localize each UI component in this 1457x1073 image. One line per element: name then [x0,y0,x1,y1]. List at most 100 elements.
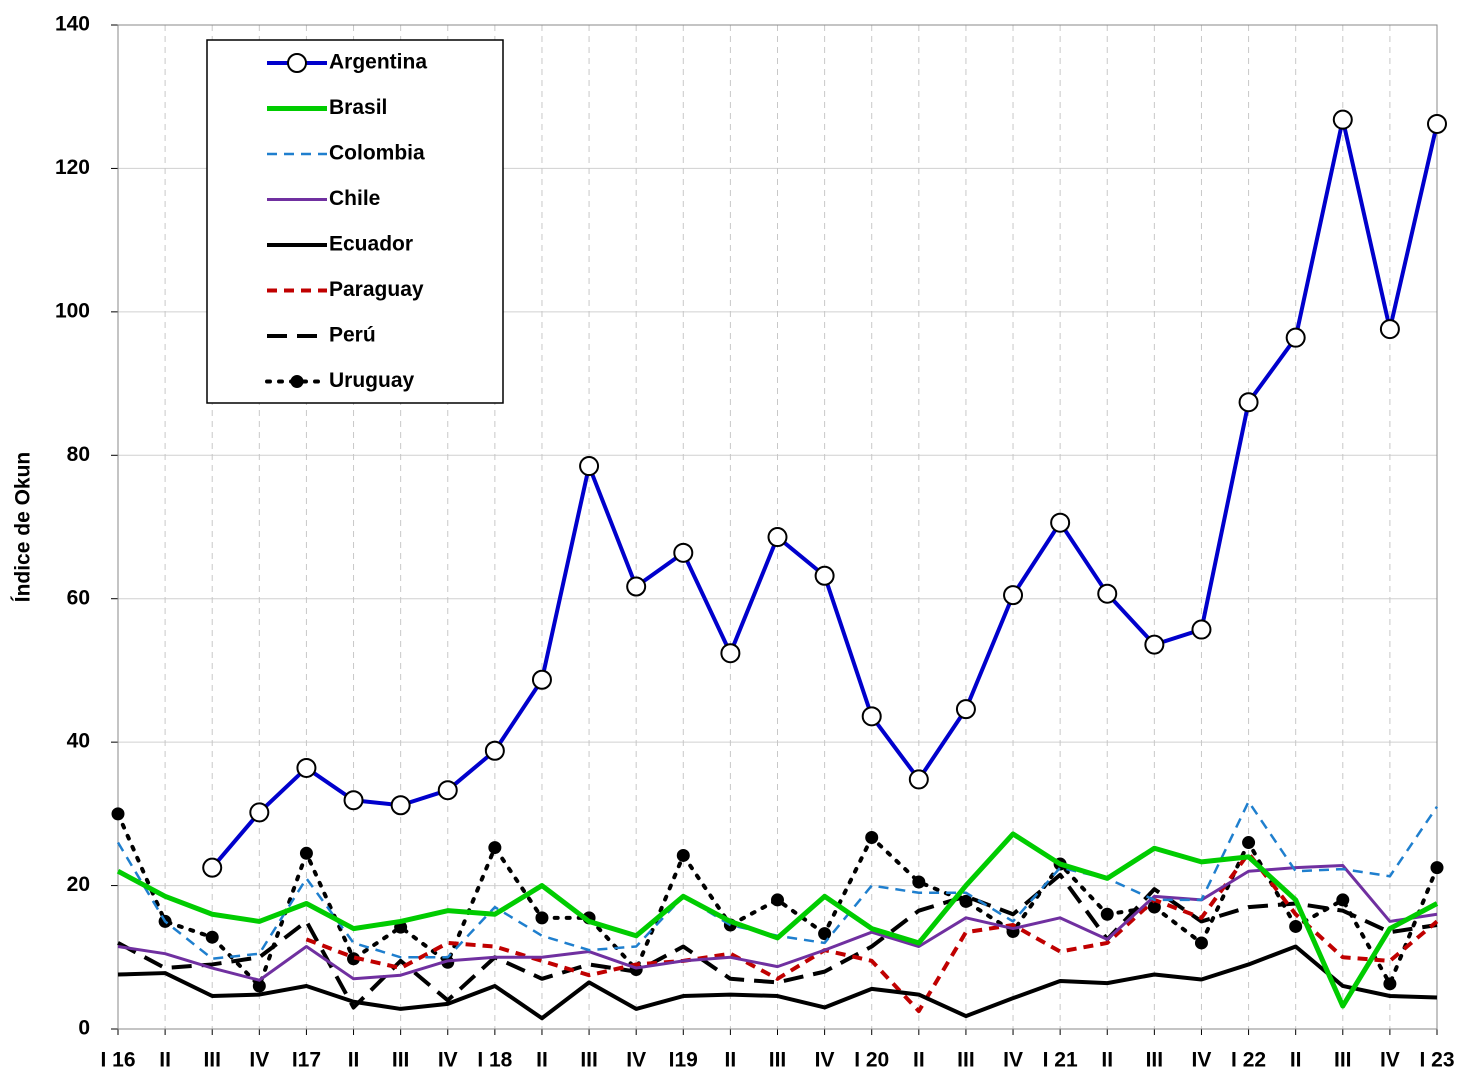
x-tick-label: III [580,1049,598,1072]
x-tick-label: IV [438,1049,458,1072]
x-tick-label: I 22 [1231,1049,1266,1072]
data-point [1100,907,1114,921]
data-point [818,927,832,941]
legend-marker [290,375,304,388]
series-line [116,831,1439,1009]
data-point [814,565,835,586]
data-point [861,706,882,727]
legend-label: Colombia [329,142,425,165]
x-tick-label: II [159,1049,171,1072]
data-point [676,848,690,862]
data-point [720,643,741,664]
data-point [673,542,694,563]
x-tick-label: II [1290,1049,1302,1072]
data-point [1289,919,1303,933]
x-tick-label: IV [815,1049,835,1072]
legend-label: Argentina [329,51,427,74]
y-tick-label: 0 [78,1017,90,1040]
data-point [771,893,784,907]
data-point [1332,109,1353,130]
legend-label: Perú [329,324,376,347]
data-point [343,790,364,811]
y-tick-label: 80 [67,443,90,466]
y-tick-label: 100 [55,299,90,322]
data-point [202,857,223,878]
data-point [1242,836,1256,850]
data-point [767,527,788,548]
data-point [296,757,317,778]
data-point [1427,113,1447,134]
x-tick-label: II [913,1049,925,1072]
x-tick-label: I19 [669,1049,698,1072]
legend-label: Paraguay [329,278,424,301]
data-point [1383,977,1397,991]
series-line [117,872,1438,1010]
legend-label: Uruguay [329,369,415,392]
data-point [299,846,313,860]
legend-label: Chile [329,187,380,210]
data-point [626,576,647,597]
data-point [1430,861,1444,875]
data-point [252,979,266,993]
legend-box [206,39,504,404]
data-point [488,841,502,855]
data-point [865,831,879,845]
data-point [912,875,926,889]
data-point [959,894,973,908]
data-point [1050,512,1071,533]
x-tick-label: IV [1192,1049,1212,1072]
series-line [305,851,1439,1014]
x-tick-label: IV [1003,1049,1023,1072]
x-tick-label: I 23 [1419,1049,1454,1072]
series-line [117,863,1438,982]
x-tick-label: II [725,1049,737,1072]
x-tick-label: I 16 [100,1049,135,1072]
legend-marker [287,53,307,73]
series-line [117,944,1438,1021]
data-point [908,769,929,790]
y-tick-label: 20 [67,873,90,896]
x-tick-label: II [536,1049,548,1072]
data-point [484,740,505,761]
x-tick-label: III [769,1049,787,1072]
x-tick-label: IV [249,1049,269,1072]
data-point [955,699,976,720]
plot-frame [117,24,1438,1030]
data-point [390,795,411,816]
x-tick-label: II [348,1049,360,1072]
x-tick-label: III [203,1049,221,1072]
data-point [531,669,552,690]
x-tick-label: I 18 [477,1049,512,1072]
x-tick-label: II [1101,1049,1113,1072]
data-point [1144,634,1165,655]
data-point [1003,585,1024,606]
y-tick-label: 120 [55,156,90,179]
x-tick-label: IV [626,1049,646,1072]
series-line [116,811,1439,988]
data-point [1336,893,1350,907]
data-point [1194,936,1208,950]
data-point [1238,392,1259,413]
data-point [1191,619,1212,640]
x-tick-label: III [1334,1049,1352,1072]
data-point [205,930,219,944]
legend-label: Brasil [329,96,387,119]
data-point [1379,319,1400,340]
x-tick-label: III [1146,1049,1164,1072]
y-tick-label: 40 [67,730,90,753]
y-tick-label: 60 [67,586,90,609]
data-point [437,780,458,801]
data-point [111,807,125,821]
x-tick-label: I17 [292,1049,321,1072]
x-tick-label: I 21 [1043,1049,1078,1072]
data-point [1285,327,1306,348]
data-point [1097,583,1118,604]
x-tick-label: III [957,1049,975,1072]
data-point [579,456,600,477]
legend-label: Ecuador [329,233,413,256]
data-point [249,802,270,823]
y-axis-label: Índice de Okun [12,452,35,603]
y-tick-label: 140 [55,13,90,36]
x-tick-label: IV [1380,1049,1400,1072]
